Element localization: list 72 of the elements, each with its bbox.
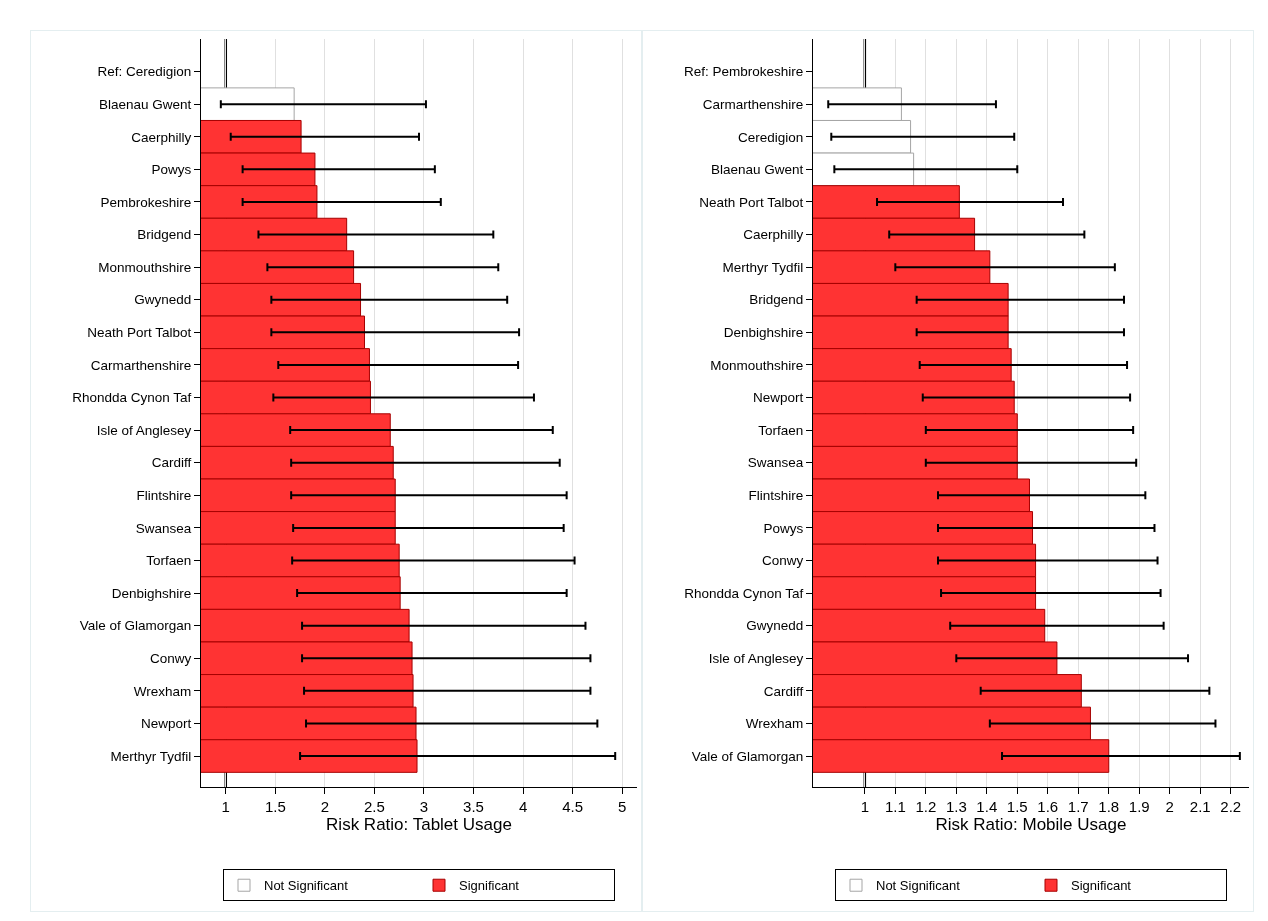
y-tick-label: Isle of Anglesey [708, 650, 804, 666]
y-tick-label: Merthyr Tydfil [722, 259, 804, 275]
y-tick-label: Monmouthshire [98, 259, 192, 275]
x-tick-label: 1.5 [1006, 798, 1028, 815]
y-tick-label: Swansea [135, 520, 192, 536]
y-tick-label: Newport [753, 390, 804, 406]
x-tick-label: 4 [518, 798, 528, 815]
x-tick-label: 1.8 [1098, 798, 1120, 815]
y-tick-label: Bridgend [137, 227, 192, 243]
y-tick-label: Vale of Glamorgan [79, 618, 192, 634]
legend-label: Not Significant [264, 878, 349, 894]
x-tick-label: 1.5 [264, 798, 286, 815]
y-tick-label: Wrexham [133, 683, 192, 699]
y-tick-label: Denbighshire [723, 325, 804, 341]
y-tick-label: Carmarthenshire [702, 96, 804, 112]
y-tick-label: Ref: Ceredigion [97, 64, 192, 80]
y-tick-label: Monmouthshire [710, 357, 804, 373]
x-tick-label: 1.1 [884, 798, 906, 815]
y-tick-label: Powys [763, 520, 804, 536]
x-tick-label: 2.1 [1189, 798, 1211, 815]
y-tick-label: Gwynedd [746, 618, 804, 634]
x-tick-label: 3.5 [463, 798, 484, 815]
y-tick-label: Bridgend [749, 292, 804, 308]
x-tick-label: 2.2 [1220, 798, 1242, 815]
legend-label: Significant [459, 878, 520, 894]
x-tick-label: 1.6 [1037, 798, 1059, 815]
x-tick-label: 3 [419, 798, 429, 815]
y-tick-label: Newport [141, 716, 192, 732]
x-tick-label: 1 [860, 798, 869, 815]
y-tick-label: Caerphilly [131, 129, 192, 145]
y-tick-label: Rhondda Cynon Taf [72, 390, 192, 406]
y-tick-label: Conwy [762, 553, 804, 569]
y-tick-label: Merthyr Tydfil [110, 748, 192, 764]
y-tick-label: Cardiff [763, 683, 804, 699]
y-tick-label: Torfaen [758, 422, 804, 438]
y-tick-label: Neath Port Talbot [87, 325, 192, 341]
y-tick-label: Rhondda Cynon Taf [684, 585, 804, 601]
x-tick-label: 5 [617, 798, 627, 815]
y-tick-label: Wrexham [745, 716, 804, 732]
legend-label: Significant [1071, 878, 1132, 894]
x-axis-title: Risk Ratio: Tablet Usage [326, 815, 512, 834]
y-tick-label: Caerphilly [743, 227, 804, 243]
x-tick-label: 4.5 [562, 798, 584, 815]
x-tick-label: 1.4 [976, 798, 998, 815]
x-tick-label: 2.5 [363, 798, 385, 815]
y-tick-label: Gwynedd [134, 292, 192, 308]
y-tick-label: Vale of Glamorgan [691, 748, 804, 764]
x-tick-label: 1.9 [1128, 798, 1150, 815]
x-tick-label: 1 [221, 798, 230, 815]
x-tick-label: 2 [1165, 798, 1174, 815]
y-tick-label: Neath Port Talbot [699, 194, 804, 210]
y-tick-label: Pembrokeshire [100, 194, 192, 210]
x-tick-label: 1.2 [915, 798, 937, 815]
y-tick-label: Powys [151, 162, 192, 178]
x-axis-title: Risk Ratio: Mobile Usage [935, 815, 1127, 834]
y-tick-label: Denbighshire [111, 585, 192, 601]
y-tick-label: Ceredigion [738, 129, 804, 145]
y-tick-label: Blaenau Gwent [98, 96, 192, 112]
y-tick-label: Flintshire [136, 488, 192, 504]
y-tick-label: Flintshire [748, 488, 804, 504]
x-tick-label: 1.3 [945, 798, 967, 815]
y-tick-label: Conwy [150, 650, 192, 666]
y-tick-label: Carmarthenshire [90, 357, 192, 373]
y-tick-label: Isle of Anglesey [96, 422, 192, 438]
y-tick-label: Ref: Pembrokeshire [683, 64, 804, 80]
x-tick-label: 1.7 [1067, 798, 1089, 815]
y-tick-label: Swansea [747, 455, 804, 471]
y-tick-label: Torfaen [146, 553, 192, 569]
y-tick-label: Blaenau Gwent [710, 162, 804, 178]
legend-label: Not Significant [876, 878, 961, 894]
x-tick-label: 2 [320, 798, 330, 815]
y-tick-label: Cardiff [151, 455, 192, 471]
